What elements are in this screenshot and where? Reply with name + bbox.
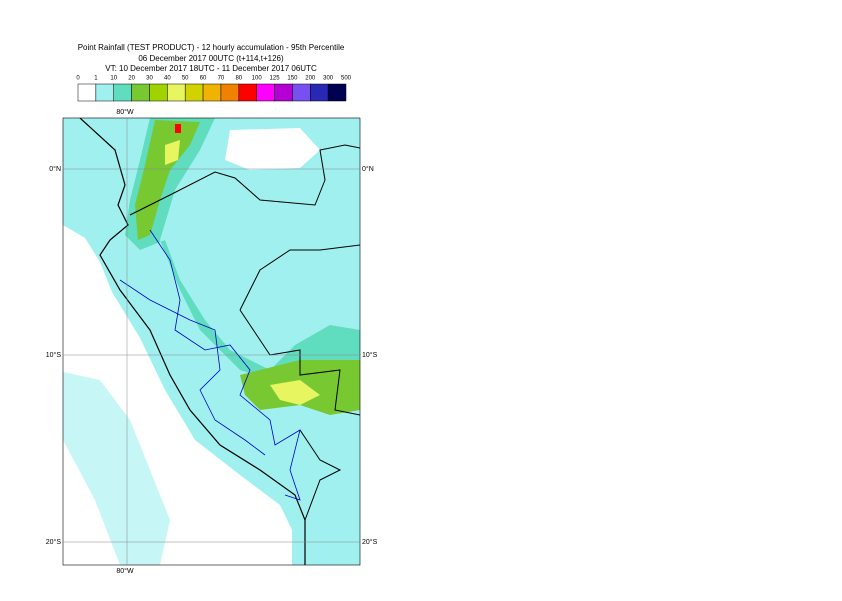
legend-swatch (238, 83, 257, 102)
legend-label: 30 (146, 76, 153, 82)
title-line-3: VT: 10 December 2017 18UTC - 11 December… (105, 64, 317, 73)
rain-40 (270, 380, 320, 405)
admin-lines (119, 279, 266, 456)
legend-swatch (202, 83, 222, 102)
border (239, 244, 360, 311)
admin-lines (149, 229, 301, 501)
lat-label: 10°S (46, 351, 62, 359)
rain-20 (135, 120, 200, 240)
lon-label: 80°W (116, 567, 134, 575)
legend-label: 150 (287, 76, 298, 82)
rain-80 (175, 124, 181, 133)
title-line-2: 06 December 2017 00UTC (t+114,t+126) (138, 54, 284, 63)
legend-label: 60 (200, 76, 207, 82)
legend-label: 1 (94, 76, 98, 82)
map: 0°N 0°N 10°S 10°S 20°S 20°S 80°W 80°W (46, 108, 378, 575)
lat-label: 0°N (362, 165, 374, 173)
legend-swatch (149, 83, 168, 102)
lat-label: 10°S (362, 351, 378, 359)
border (129, 144, 360, 216)
legend-swatch (327, 83, 347, 102)
legend-label: 500 (341, 76, 352, 82)
legend-label: 0 (76, 76, 80, 82)
lat-label: 20°S (362, 538, 378, 546)
border (299, 429, 342, 521)
legend-swatch (220, 83, 240, 102)
legend-swatch (292, 83, 311, 102)
legend-swatch (256, 83, 275, 102)
legend: 0 1 10 20 30 40 50 60 70 80 100 125 150 200 300 500 (76, 76, 352, 102)
graticule (63, 118, 360, 565)
legend-label: 40 (164, 76, 171, 82)
lat-label: 20°S (46, 538, 62, 546)
legend-swatch (274, 83, 293, 102)
legend-swatch (131, 83, 150, 102)
legend-swatch (310, 83, 329, 102)
title-line-1: Point Rainfall (TEST PRODUCT) - 12 hourl… (78, 43, 345, 52)
legend-swatch (77, 83, 97, 102)
legend-label: 125 (270, 76, 281, 82)
legend-label: 50 (182, 76, 189, 82)
legend-label: 200 (305, 76, 316, 82)
legend-label: 10 (110, 76, 117, 82)
legend-swatch (184, 83, 204, 102)
lon-label: 80°W (116, 108, 134, 116)
rain-40b (165, 140, 180, 165)
legend-label: 20 (128, 76, 135, 82)
legend-swatch (95, 83, 114, 102)
legend-label: 300 (323, 76, 334, 82)
legend-swatch (113, 83, 132, 102)
legend-swatch (167, 83, 186, 102)
coastline (79, 118, 306, 565)
lat-label: 0°N (49, 165, 61, 173)
map-frame (62, 117, 361, 566)
legend-label: 80 (235, 76, 242, 82)
legend-label: 70 (218, 76, 225, 82)
dry-patch (225, 128, 320, 170)
ocean-patch (63, 372, 170, 565)
legend-label: 100 (252, 76, 263, 82)
